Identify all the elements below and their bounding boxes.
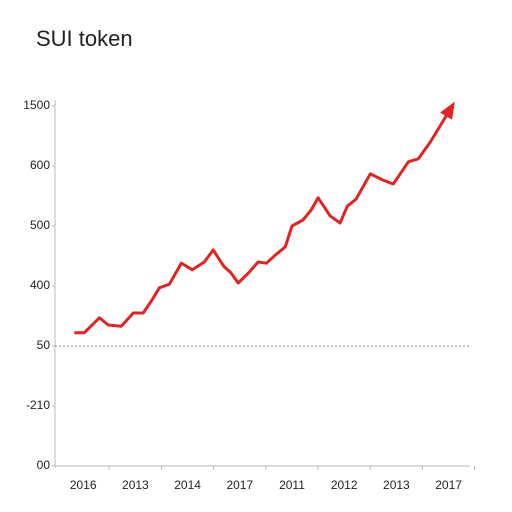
x-tick-label: 2016: [70, 478, 97, 492]
y-tick-label: 500: [30, 218, 50, 232]
y-tick-label: 50: [37, 338, 51, 352]
x-tick-label: 2017: [226, 478, 253, 492]
x-tick-label: 2012: [331, 478, 358, 492]
y-tick-label: 600: [30, 158, 50, 172]
x-tick-label: 2011: [279, 478, 305, 492]
x-tick-label: 2013: [122, 478, 149, 492]
arrow-head: [440, 101, 455, 120]
y-tick-label: 400: [30, 278, 50, 292]
x-tick-label: 2017: [435, 478, 462, 492]
x-tick-label: 2013: [383, 478, 410, 492]
y-tick-label: -210: [26, 398, 50, 412]
y-tick-label: 00: [37, 458, 51, 472]
chart-title: SUI token: [36, 26, 133, 51]
line: [74, 103, 455, 335]
x-tick-label: 2014: [174, 478, 201, 492]
y-tick-label: 1500: [23, 98, 50, 112]
